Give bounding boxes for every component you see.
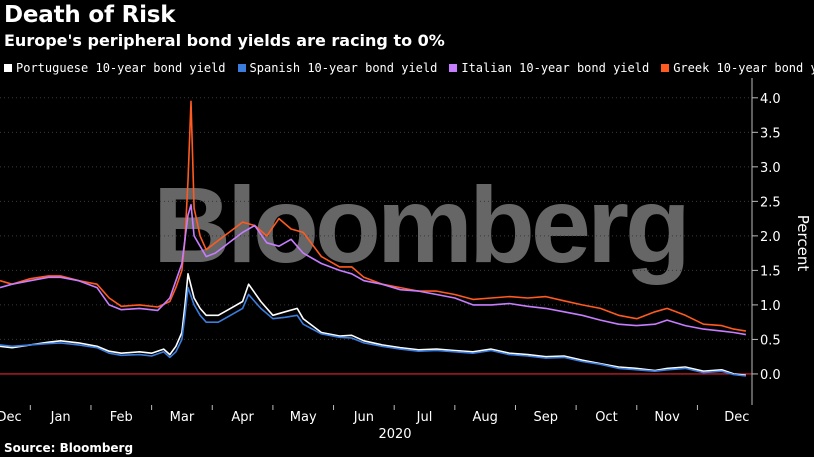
gridlines bbox=[0, 97, 752, 375]
x-tick-label: Feb bbox=[110, 410, 133, 425]
x-tick-label: Dec bbox=[724, 410, 749, 425]
legend-item-spain: Spanish 10-year bond yield bbox=[237, 61, 438, 75]
x-tick-label: Dec bbox=[0, 410, 22, 425]
y-axis-label: Percent bbox=[794, 215, 812, 272]
y-tick-label: 2.0 bbox=[760, 230, 781, 245]
x-tick-label: Jun bbox=[353, 410, 374, 425]
axes: 0.0 0.5 1.0 1.5 2.0 2.5 3.0 3.5 4.0 Dec Jan Feb Mar A… bbox=[0, 78, 781, 425]
legend-swatch-italy bbox=[449, 64, 458, 72]
x-tick-label: Jan bbox=[50, 410, 71, 425]
series-line-greece bbox=[0, 100, 747, 332]
x-tick-label: Nov bbox=[654, 410, 680, 425]
y-tick-label: 3.5 bbox=[760, 126, 781, 141]
x-tick-label: Mar bbox=[170, 410, 195, 425]
legend-label-greece: Greek 10-year bond yield bbox=[673, 61, 814, 75]
y-tick-label: 3.0 bbox=[760, 161, 781, 176]
legend-swatch-greece bbox=[661, 64, 670, 72]
y-tick-label: 2.5 bbox=[760, 195, 781, 210]
x-axis-label: 2020 bbox=[378, 427, 411, 442]
x-tick-label: Aug bbox=[472, 410, 497, 425]
legend-swatch-spain bbox=[237, 64, 246, 72]
x-tick-label: Jul bbox=[416, 410, 433, 425]
bloomberg-watermark: Bloomberg bbox=[153, 164, 687, 285]
legend: Portuguese 10-year bond yield Spanish 10… bbox=[4, 61, 814, 75]
y-tick-label: 4.0 bbox=[760, 92, 781, 107]
x-tick-label: Oct bbox=[595, 410, 617, 425]
series-line-italy bbox=[0, 204, 747, 336]
y-tick-label: 0.5 bbox=[760, 333, 781, 348]
x-tick-label: Sep bbox=[534, 410, 559, 425]
source-note: Source: Bloomberg bbox=[4, 441, 134, 455]
x-tick-label: Apr bbox=[231, 410, 254, 425]
legend-label-italy: Italian 10-year bond yield bbox=[461, 61, 650, 75]
y-tick-label: 1.0 bbox=[760, 299, 781, 314]
series-line-portugal bbox=[0, 272, 746, 377]
y-tick-label: 0.0 bbox=[760, 368, 781, 383]
series-lines bbox=[0, 100, 747, 377]
x-tick-label: May bbox=[290, 410, 317, 425]
legend-label-spain: Spanish 10-year bond yield bbox=[249, 61, 438, 75]
legend-item-italy: Italian 10-year bond yield bbox=[449, 61, 649, 75]
chart-title: Death of Risk bbox=[4, 2, 176, 28]
legend-label-portugal: Portuguese 10-year bond yield bbox=[16, 61, 226, 75]
series-line-spain bbox=[0, 286, 746, 377]
chart-subtitle: Europe's peripheral bond yields are raci… bbox=[4, 31, 445, 50]
legend-item-portugal: Portuguese 10-year bond yield bbox=[4, 61, 226, 75]
legend-swatch-portugal bbox=[4, 64, 12, 72]
y-tick-label: 1.5 bbox=[760, 264, 781, 279]
legend-item-greece: Greek 10-year bond yield bbox=[661, 61, 814, 75]
